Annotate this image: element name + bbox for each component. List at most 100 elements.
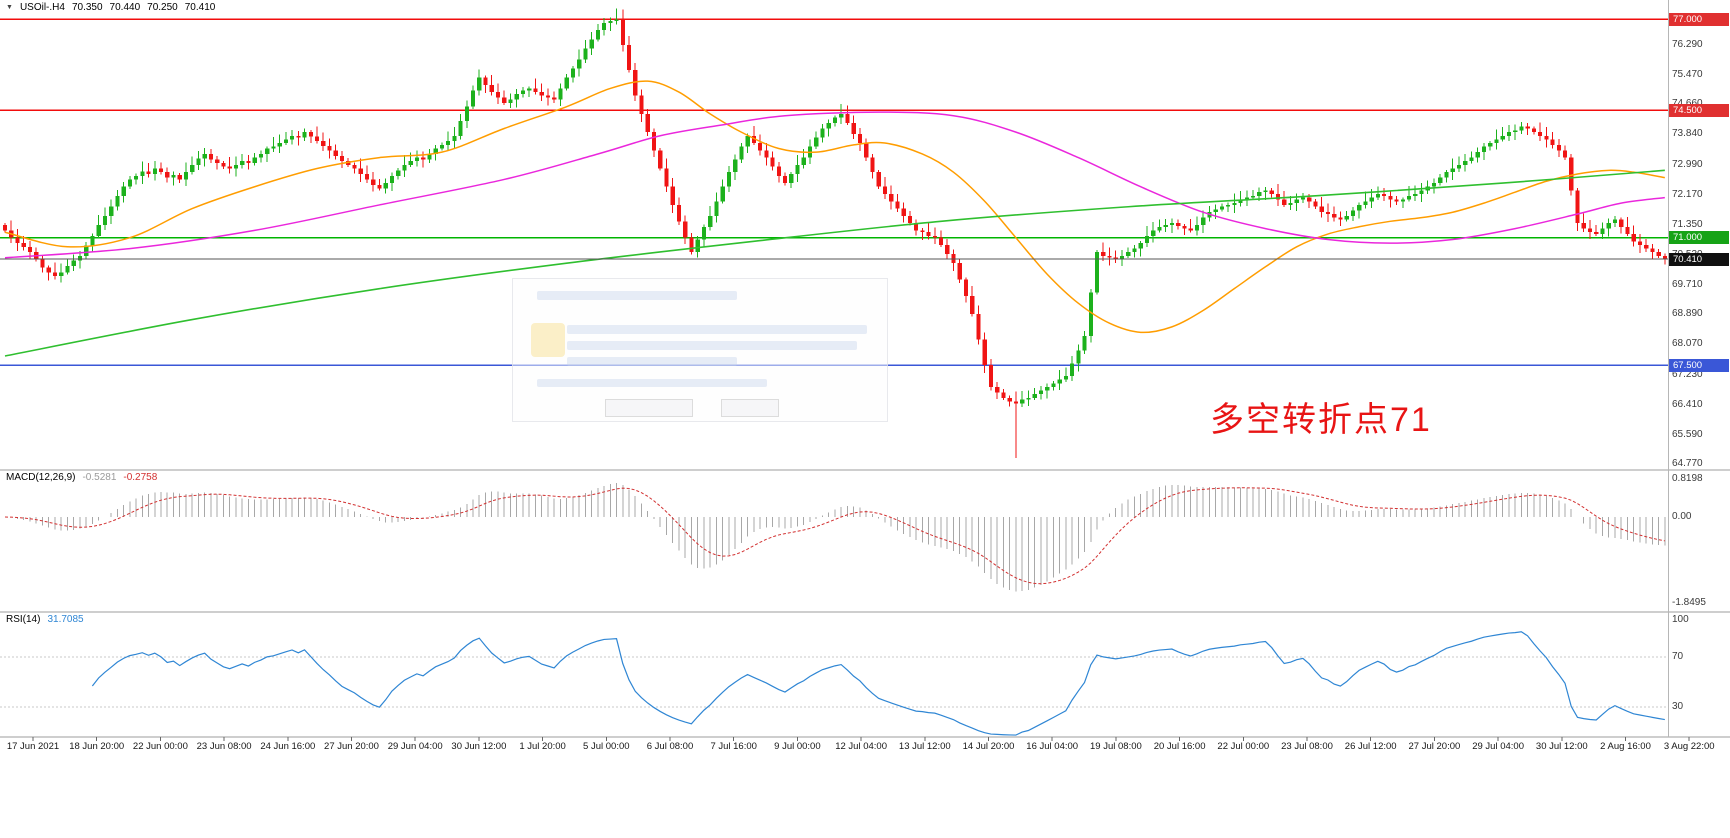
candle-body [1013,401,1019,404]
chevron-down-icon[interactable]: ▼ [6,4,13,11]
candle-body [315,136,320,142]
candle-body [1157,226,1162,231]
candle-body [71,260,76,267]
candle-body [183,172,189,180]
watermark-text-line [567,357,737,366]
candle-body [1556,144,1561,151]
candle-body [963,279,969,296]
candle-body [1407,195,1412,200]
watermark-text-line [567,325,867,334]
candle-body [1650,248,1655,253]
chart-annotation: 多空转折点71 [1210,401,1432,439]
watermark-text-line [537,379,767,387]
candle-body [1269,190,1274,195]
price-scale[interactable] [1668,0,1730,737]
candle-body [177,175,182,180]
candle-body [246,161,251,164]
candle-body [957,263,962,280]
candle-body [570,68,576,78]
candle-body [1400,199,1405,202]
candle-body [52,272,58,276]
ma-slow-green [4,169,1665,357]
candle-body [59,272,64,276]
candle-body [121,186,126,196]
candle-body [820,128,825,138]
candle-body [1388,195,1393,200]
candle-body [140,171,145,176]
candle-body [664,168,669,187]
macd-signal-line [4,487,1665,585]
candle-body [1275,194,1281,200]
candle-body [1038,390,1044,395]
symbol-info-bar[interactable]: ▼ USOil-.H4 70.350 70.440 70.250 70.410 [6,2,215,13]
candle-body [233,164,239,169]
candle-body [296,135,301,138]
candle-body [683,221,688,238]
rsi-line [91,631,1665,736]
candle-body [1662,255,1668,260]
candle-body [1238,199,1243,204]
candle-body [1020,399,1025,404]
candle-body [77,255,83,261]
watermark-dialog-button[interactable] [605,399,693,417]
candle-body [290,135,295,140]
candle-body [1282,199,1287,205]
candle-body [527,88,532,91]
candle-body [1519,126,1524,131]
watermark-dialog-button-2[interactable] [721,399,779,417]
candle-body [882,186,888,195]
candle-body [739,146,744,160]
candle-body [1625,226,1630,235]
candle-body [608,21,613,23]
candle-body [514,93,519,100]
candle-body [302,132,307,138]
ohlc-low: 70.250 [147,2,178,13]
candle-body [676,204,682,222]
candle-body [27,246,33,253]
candle-body [914,223,919,231]
candle-body [1194,224,1200,231]
macd-histogram [10,482,1666,592]
candle-body [1132,248,1137,253]
candle-body [1176,223,1181,227]
candle-body [789,173,794,184]
candle-body [1363,201,1368,205]
candle-body [633,70,638,96]
candle-body [1007,397,1012,402]
candle-body [1531,128,1536,133]
candle-body [932,235,937,238]
candle-body [146,171,151,174]
candle-body [458,121,463,136]
candle-body [701,226,707,240]
candle-body [558,88,563,100]
candle-body [1569,157,1574,191]
candles [3,8,1668,458]
candle-body [1606,223,1611,229]
candle-body [907,215,912,224]
candle-body [1307,197,1312,202]
candle-body [321,141,326,146]
candle-body [1444,172,1449,178]
candle-body [539,92,544,96]
candle-body [783,175,788,184]
candle-body [215,159,220,164]
candle-body [1369,197,1374,202]
candle-body [577,59,582,69]
candle-body [408,161,413,165]
ma-mid-magenta [4,111,1665,259]
candle-body [1382,194,1387,196]
macd-value-signal: -0.2758 [123,472,158,483]
macd-indicator-label: MACD(12,26,9) -0.5281 -0.2758 [6,472,157,483]
candle-body [1375,194,1380,198]
candle-body [446,141,451,145]
candle-body [776,166,781,176]
time-scale[interactable] [0,737,1730,757]
candle-body [1101,252,1106,256]
candle-body [720,186,725,202]
candle-body [1263,190,1268,193]
candle-body [714,201,719,216]
candle-body [533,88,538,93]
candle-body [1107,255,1112,258]
